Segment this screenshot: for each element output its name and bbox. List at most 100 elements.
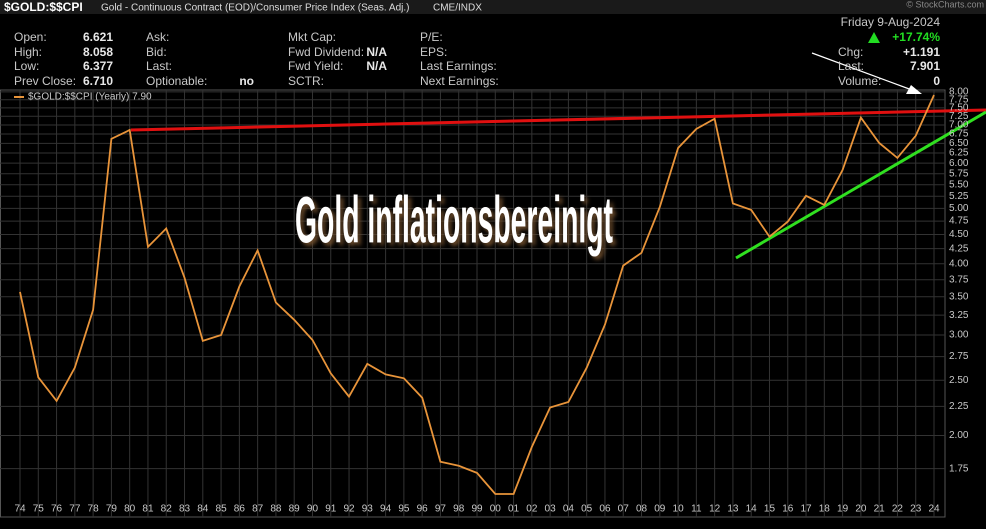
info-label: P/E: [420,30,443,44]
x-tick-label: 94 [380,504,392,515]
x-tick-label: 16 [782,504,794,515]
x-tick-label: 86 [234,504,246,515]
y-tick-label: 4.50 [949,229,969,240]
x-tick-label: 12 [709,504,721,515]
x-tick-label: 07 [618,504,630,515]
quote-value: 7.901 [910,59,940,73]
plot-frame [0,89,946,518]
info-value: 6.710 [83,74,113,88]
info-value: 8.058 [83,45,113,59]
x-tick-label: 03 [545,504,557,515]
y-tick-label: 6.25 [949,148,969,159]
info-label: Last Earnings: [420,59,497,73]
resistance-line [130,108,986,132]
x-tick-label: 15 [764,504,776,515]
x-tick-label: 96 [417,504,429,515]
y-tick-label: 7.25 [949,111,969,122]
x-tick-label: 04 [563,504,575,515]
x-tick-label: 93 [362,504,374,515]
x-tick-label: 10 [673,504,685,515]
x-tick-label: 74 [14,504,26,515]
x-tick-label: 13 [727,504,739,515]
pointer-arrow [811,52,913,91]
x-tick-label: 78 [88,504,100,515]
y-tick-label: 5.75 [949,168,969,179]
y-tick-label: 8.00 [949,86,969,97]
quote-label: Chg: [838,45,863,59]
legend-label: $GOLD:$$CPI (Yearly) 7.90 [28,92,152,103]
x-tick-label: 05 [581,504,593,515]
y-tick-label: 3.75 [949,274,969,285]
y-tick-label: 3.50 [949,291,969,302]
y-tick-label: 5.25 [949,191,969,202]
change-percent: +17.74% [892,30,940,44]
x-tick-label: 20 [855,504,867,515]
quote-label: Last: [838,59,864,73]
x-tick-label: 00 [490,504,502,515]
info-value: 6.621 [83,30,113,44]
price-line [19,94,935,495]
y-tick-label: 6.00 [949,158,969,169]
x-tick-label: 80 [124,504,136,515]
y-tick-label: 1.75 [949,463,969,474]
info-label: Bid: [146,45,167,59]
info-label: Open: [14,30,47,44]
x-tick-label: 02 [526,504,538,515]
info-label: Mkt Cap: [288,30,336,44]
x-tick-label: 95 [398,504,410,515]
y-tick-label: 5.00 [949,203,969,214]
y-tick-label: 3.25 [949,310,969,321]
copyright: © StockCharts.com [906,0,984,9]
x-tick-label: 09 [654,504,666,515]
info-label: Fwd Yield: [288,59,343,73]
x-tick-label: 84 [197,504,209,515]
x-tick-label: 97 [435,504,447,515]
x-tick-label: 19 [837,504,849,515]
info-label: Ask: [146,30,169,44]
plot-area: $GOLD:$$CPI (Yearly) 7.90 [0,52,986,518]
y-tick-label: 4.00 [949,258,969,269]
y-tick-label: 3.00 [949,330,969,341]
info-value: 6.377 [83,59,113,73]
x-tick-label: 85 [216,504,228,515]
y-tick-label: 7.75 [949,94,969,105]
x-tick-label: 98 [453,504,465,515]
x-tick-label: 21 [874,504,886,515]
x-tick-label: 08 [636,504,648,515]
y-tick-label: 4.25 [949,243,969,254]
pointer-arrowhead [906,85,922,94]
info-value: N/A [366,59,387,73]
x-tick-label: 99 [471,504,483,515]
y-tick-label: 2.75 [949,351,969,362]
x-tick-label: 75 [33,504,45,515]
chart-subtitle: Gold - Continuous Contract (EOD)/Consume… [101,3,409,14]
quote-value: +1.191 [903,45,940,59]
x-tick-label: 14 [746,504,758,515]
x-tick-label: 18 [819,504,831,515]
date: Friday 9-Aug-2024 [841,15,941,29]
y-tick-label: 2.50 [949,375,969,386]
x-tick-label: 91 [325,504,337,515]
x-tick-label: 17 [800,504,812,515]
info-label: Fwd Dividend: [288,45,364,59]
x-tick-label: 01 [508,504,520,515]
x-tick-label: 92 [343,504,355,515]
y-tick-label: 7.00 [949,120,969,131]
y-tick-label: 2.00 [949,430,969,441]
info-label: Prev Close: [14,74,76,88]
y-tick-label: 4.75 [949,216,969,227]
x-tick-label: 88 [270,504,282,515]
x-tick-label: 22 [892,504,904,515]
info-label: Last: [146,59,172,73]
info-label: Optionable: [146,74,207,88]
y-tick-label: 6.50 [949,138,969,149]
info-value: N/A [366,45,387,59]
annotation: Gold inflationsbereinigt [295,182,613,256]
x-tick-label: 77 [69,504,81,515]
info-label: Next Earnings: [420,74,499,88]
up-arrow-icon [868,32,880,43]
x-tick-label: 79 [106,504,118,515]
